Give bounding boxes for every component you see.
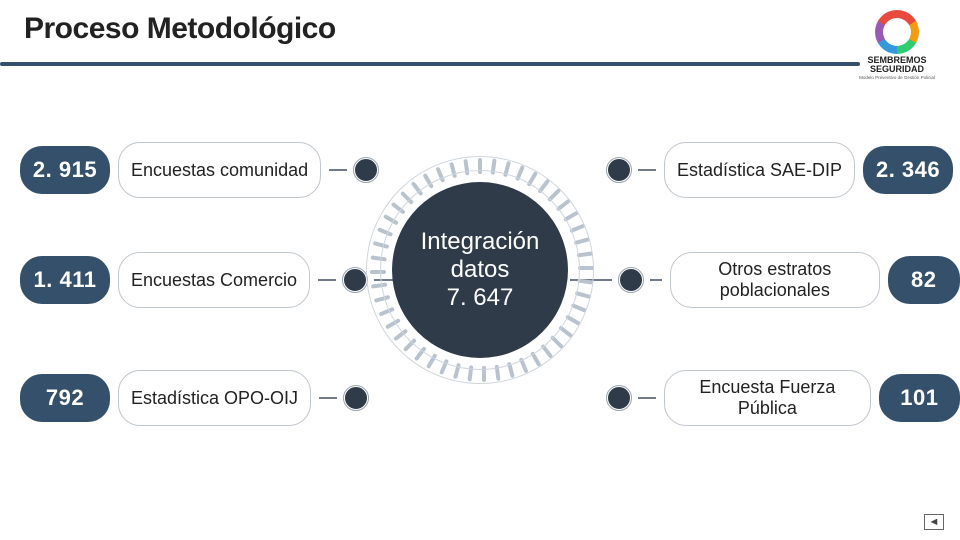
label-pill: Encuestas Comercio (118, 252, 310, 308)
value-pill: 2. 346 (863, 146, 953, 194)
value-pill: 101 (879, 374, 960, 422)
center-text-3: 7. 647 (447, 284, 514, 312)
connector (650, 279, 662, 281)
node-dot (608, 159, 630, 181)
node-dot (344, 269, 366, 291)
logo-line2: SEGURIDAD (852, 65, 942, 74)
node-dot (345, 387, 367, 409)
center-hub: Integración datos 7. 647 (366, 156, 594, 384)
logo: SEMBREMOS SEGURIDAD Modelo Preventivo de… (852, 10, 942, 80)
left-row-0: 2. 915 Encuestas comunidad (20, 142, 377, 198)
value-pill: 1. 411 (20, 256, 110, 304)
connector (329, 169, 347, 171)
right-row-2: Encuesta Fuerza Pública 101 (608, 370, 960, 426)
logo-icon (875, 10, 919, 54)
node-dot (620, 269, 642, 291)
value-pill: 792 (20, 374, 110, 422)
header: Proceso Metodológico SEMBREMOS SEGURIDAD… (0, 0, 960, 85)
back-icon[interactable]: ◄ (924, 514, 944, 530)
center-core: Integración datos 7. 647 (392, 182, 568, 358)
value-pill: 82 (888, 256, 960, 304)
label-pill: Otros estratos poblacionales (670, 252, 880, 308)
connector (319, 397, 337, 399)
left-row-1: 1. 411 Encuestas Comercio (20, 252, 416, 308)
node-dot (608, 387, 630, 409)
label-pill: Estadística SAE-DIP (664, 142, 855, 198)
header-rule (0, 62, 860, 66)
diagram-stage: 2. 915 Encuestas comunidad 1. 411 Encues… (0, 110, 960, 510)
left-row-2: 792 Estadística OPO-OIJ (20, 370, 367, 426)
label-pill: Encuesta Fuerza Pública (664, 370, 871, 426)
label-pill: Estadística OPO-OIJ (118, 370, 311, 426)
value-pill: 2. 915 (20, 146, 110, 194)
connector (638, 169, 656, 171)
connector (318, 279, 336, 281)
page-title: Proceso Metodológico (24, 12, 936, 46)
connector (638, 397, 656, 399)
center-text-2: datos (451, 256, 510, 284)
right-row-1: Otros estratos poblacionales 82 (570, 252, 960, 308)
center-text-1: Integración (421, 228, 540, 256)
right-row-0: Estadística SAE-DIP 2. 346 (608, 142, 953, 198)
logo-subtitle: Modelo Preventivo de Gestión Policial (852, 76, 942, 81)
label-pill: Encuestas comunidad (118, 142, 321, 198)
